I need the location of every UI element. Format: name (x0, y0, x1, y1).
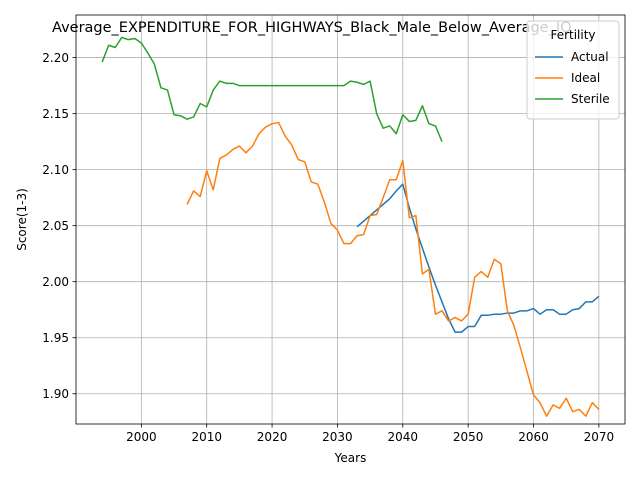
x-axis: 2000 2010 2020 2030 2040 2050 2060 2070 (126, 424, 614, 444)
x-tick-label: 2010 (191, 430, 222, 444)
y-axis-label: Score(1-3) (15, 188, 29, 251)
x-tick-label: 2000 (126, 430, 157, 444)
y-tick-label: 2.15 (42, 107, 69, 121)
x-tick-label: 2020 (257, 430, 288, 444)
y-axis: 1.90 1.95 2.00 2.05 2.10 2.15 2.20 (42, 51, 76, 401)
x-tick-label: 2030 (322, 430, 353, 444)
series-line-actual (356, 183, 600, 333)
y-tick-label: 2.20 (42, 51, 69, 65)
y-tick-label: 2.05 (42, 219, 69, 233)
series-line-sterile (101, 36, 443, 142)
x-tick-label: 2060 (518, 430, 549, 444)
legend-label-sterile: Sterile (571, 92, 610, 106)
legend-box (526, 20, 620, 120)
y-tick-label: 2.10 (42, 163, 69, 177)
legend: Fertility Actual Ideal Sterile (526, 20, 620, 120)
legend-label-ideal: Ideal (571, 71, 600, 85)
plot-frame (75, 14, 626, 425)
chart-title: Average_EXPENDITURE_FOR_HIGHWAYS_Black_M… (52, 20, 572, 36)
series-layer (101, 36, 600, 417)
legend-label-actual: Actual (571, 50, 609, 64)
x-tick-label: 2050 (453, 430, 484, 444)
y-tick-label: 1.90 (42, 387, 69, 401)
y-tick-label: 1.95 (42, 331, 69, 345)
y-tick-label: 2.00 (42, 275, 69, 289)
legend-items: Actual Ideal Sterile (535, 50, 610, 106)
series-line-ideal (186, 121, 600, 417)
x-tick-label: 2040 (388, 430, 419, 444)
x-axis-label: Years (334, 451, 367, 465)
x-tick-label: 2070 (584, 430, 615, 444)
legend-title: Fertility (550, 28, 595, 42)
